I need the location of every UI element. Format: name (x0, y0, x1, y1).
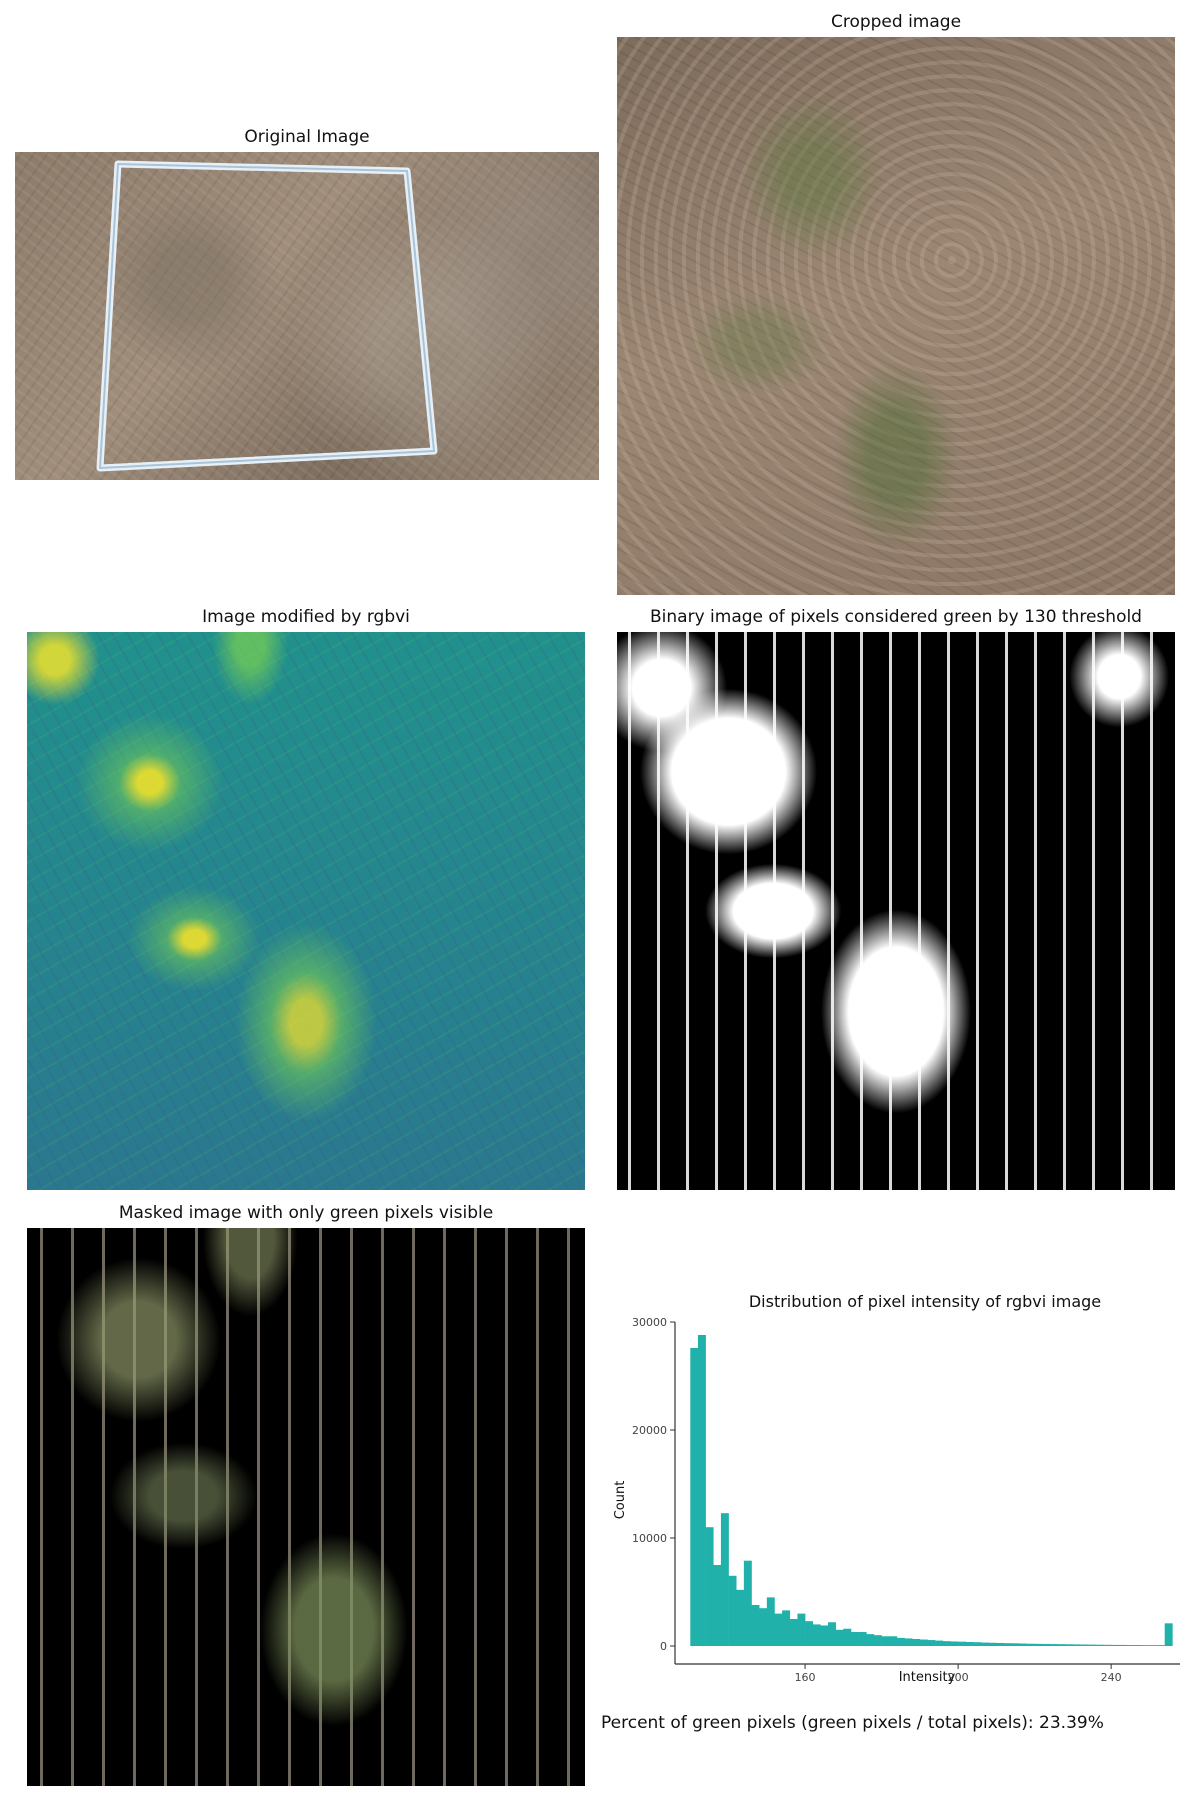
histogram-bar (950, 1641, 959, 1646)
green-pixel-percentage: Percent of green pixels (green pixels / … (601, 1713, 1104, 1733)
histogram-bar (843, 1628, 852, 1646)
histogram-bar (720, 1513, 729, 1646)
histogram-bar (896, 1637, 905, 1646)
histogram-bar (751, 1604, 760, 1646)
histogram-bar (743, 1560, 752, 1646)
cropped-image-title: Cropped image (830, 12, 962, 32)
histogram-bar (1164, 1623, 1173, 1646)
histogram-bar (873, 1635, 882, 1646)
intensity-histogram: Distribution of pixel intensity of rgbvi… (613, 1292, 1180, 1685)
x-tick-label: 240 (1101, 1671, 1122, 1684)
histogram-bar (881, 1636, 890, 1646)
masked-image-title: Masked image with only green pixels visi… (118, 1203, 494, 1223)
chart-title: Distribution of pixel intensity of rgbvi… (749, 1292, 1101, 1311)
histogram-bar (774, 1613, 783, 1646)
histogram-bar (812, 1624, 821, 1646)
histogram-bar (927, 1640, 936, 1646)
histogram-bar (1065, 1644, 1074, 1646)
histogram-bar (690, 1347, 699, 1646)
histogram-bar (866, 1634, 875, 1646)
histogram-bar (988, 1642, 997, 1646)
y-tick-label: 0 (660, 1640, 667, 1653)
histogram-bar (919, 1639, 928, 1646)
histogram-bar (789, 1619, 798, 1646)
masked-image (27, 1228, 585, 1786)
histogram-bar (850, 1631, 859, 1646)
y-tick-label: 10000 (632, 1532, 667, 1545)
histogram-bar (805, 1621, 814, 1646)
histogram-bar (935, 1640, 944, 1646)
histogram-bar (759, 1608, 768, 1646)
y-tick-label: 30000 (632, 1316, 667, 1329)
histogram-bar (1095, 1644, 1104, 1646)
histogram-bar (1149, 1645, 1158, 1646)
histogram-bar (1157, 1645, 1165, 1646)
histogram-bar (996, 1642, 1005, 1646)
rgbvi-image-title: Image modified by rgbvi (202, 607, 410, 627)
histogram-bar (728, 1575, 737, 1646)
histogram-bar (835, 1629, 844, 1646)
histogram-bar (1011, 1643, 1020, 1646)
histogram-bar (820, 1625, 829, 1646)
y-tick-label: 20000 (632, 1424, 667, 1437)
histogram-bar (828, 1622, 836, 1646)
histogram-bar (858, 1631, 867, 1646)
histogram-bar (797, 1613, 806, 1646)
histogram-bar (1004, 1643, 1012, 1646)
rgbvi-image (27, 632, 585, 1190)
histogram-bar (1118, 1644, 1127, 1646)
histogram-bar (942, 1641, 951, 1646)
histogram-bar (1111, 1644, 1120, 1646)
histogram-bar (1126, 1645, 1135, 1646)
histogram-bar (1080, 1644, 1089, 1646)
histogram-bar (973, 1642, 982, 1646)
histogram-bar (1103, 1644, 1112, 1646)
histogram-bar (912, 1638, 921, 1646)
histogram-bar (981, 1642, 990, 1646)
histogram-bar (713, 1565, 722, 1646)
histogram-bar (1049, 1644, 1058, 1646)
histogram-bar (904, 1638, 913, 1646)
histogram-bar (1088, 1644, 1097, 1646)
histogram-bar (736, 1589, 745, 1646)
x-axis-label: Intensity (899, 1670, 956, 1685)
pvc-quadrat-frame-icon (96, 160, 438, 472)
original-image-title: Original Image (244, 127, 370, 147)
binary-image-title: Binary image of pixels considered green … (650, 607, 1142, 627)
histogram-bar (1141, 1645, 1150, 1646)
original-image (15, 152, 599, 480)
x-tick-label: 200 (948, 1671, 969, 1684)
histogram-bar (782, 1610, 791, 1646)
histogram-bar (766, 1597, 775, 1646)
histogram-bar (1072, 1644, 1081, 1646)
histogram-bar (697, 1334, 706, 1646)
histogram-bar (1034, 1643, 1043, 1646)
binary-image (617, 632, 1175, 1190)
histogram-bar (1019, 1643, 1028, 1646)
cropped-image (617, 37, 1175, 595)
y-axis-label: Count (613, 1481, 628, 1520)
x-tick-label: 160 (795, 1671, 816, 1684)
histogram-bar (1134, 1645, 1143, 1646)
histogram-bar (889, 1636, 898, 1646)
histogram-bar (1042, 1643, 1051, 1646)
histogram-bar (705, 1527, 714, 1646)
histogram-bar (965, 1642, 974, 1646)
histogram-bar (1026, 1643, 1035, 1646)
histogram-bar (1057, 1644, 1066, 1646)
histogram-bar (958, 1641, 967, 1646)
